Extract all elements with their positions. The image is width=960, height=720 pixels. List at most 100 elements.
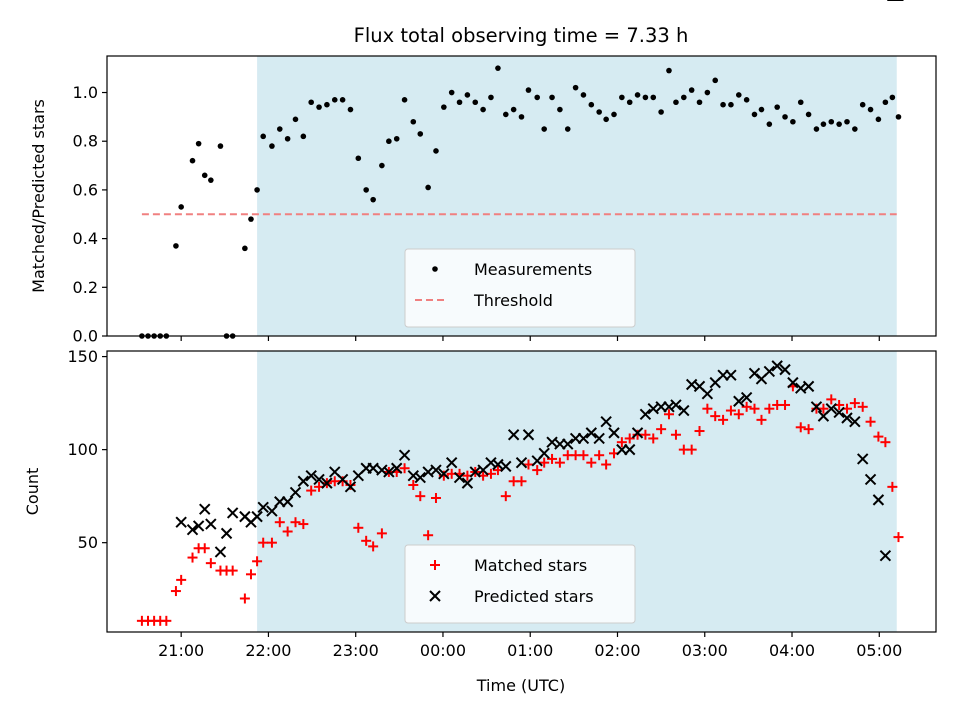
data-point (391, 462, 403, 474)
data-point (472, 99, 479, 106)
y-tick-label: 0.4 (73, 229, 98, 248)
marker-stroke (175, 516, 187, 528)
data-point (852, 126, 858, 132)
data-point (337, 476, 348, 487)
x-tick-label: 03:00 (682, 641, 728, 660)
data-point (810, 401, 823, 413)
marker-stroke (205, 518, 217, 530)
legend: Matched stars Predicted stars (404, 544, 636, 624)
data-point (562, 438, 574, 450)
data-point (601, 459, 612, 470)
data-point (774, 104, 780, 110)
data-point (541, 126, 547, 132)
marker-stroke (383, 466, 395, 478)
data-point (266, 505, 278, 517)
data-point (623, 443, 636, 456)
data-point (220, 527, 233, 540)
marker-stroke (562, 438, 574, 450)
data-point (488, 94, 494, 101)
marker-stroke (281, 496, 294, 508)
data-point (242, 245, 248, 252)
data-point (656, 424, 667, 435)
data-point (554, 457, 565, 468)
data-point (199, 543, 210, 554)
data-point (407, 469, 420, 482)
data-point (518, 114, 525, 120)
data-point (379, 162, 385, 169)
data-point (186, 523, 199, 536)
data-point (522, 429, 535, 441)
marker-stroke (192, 520, 205, 532)
data-point (580, 92, 587, 98)
data-point (795, 422, 806, 433)
data-point (856, 453, 869, 465)
data-point (741, 401, 752, 412)
marker-stroke (787, 376, 799, 389)
data-point (252, 556, 263, 567)
marker-stroke (199, 503, 211, 515)
data-point (430, 464, 442, 476)
data-point (880, 437, 891, 448)
data-point (344, 481, 357, 493)
data-point (456, 99, 463, 106)
data-point (192, 520, 205, 532)
data-point (284, 135, 291, 142)
data-point (616, 437, 627, 448)
data-point (401, 97, 408, 103)
data-point (678, 404, 690, 417)
data-point (254, 187, 260, 193)
y-tick-label: 50 (78, 533, 98, 552)
data-point (461, 477, 474, 489)
data-point (895, 114, 902, 120)
marker-stroke (825, 402, 837, 415)
legend-entry: Threshold (415, 291, 553, 310)
marker-stroke (771, 360, 783, 372)
legend-entry: Measurements (432, 260, 592, 279)
axes-frame (106, 55, 937, 337)
series-predicted-stars (175, 0, 904, 562)
data-point (857, 401, 868, 412)
data-point (889, 94, 896, 101)
data-point (596, 109, 602, 115)
marker-stroke (631, 427, 644, 439)
y-tick-label: 100 (67, 440, 98, 459)
data-point (611, 111, 617, 118)
data-point (619, 94, 625, 101)
marker-stroke (469, 466, 481, 478)
marker-stroke (251, 510, 263, 523)
data-point (875, 116, 882, 123)
marker-stroke (779, 363, 791, 376)
y-tick-label: 0.8 (73, 132, 98, 151)
x-tick-label: 05:00 (856, 641, 902, 660)
data-point (248, 216, 254, 222)
marker-stroke (740, 391, 753, 404)
data-point (733, 409, 744, 420)
data-point (441, 104, 447, 110)
marker-stroke (623, 443, 636, 456)
x-tick-label: 02:00 (594, 641, 640, 660)
data-point (324, 101, 330, 108)
marker-stroke (220, 527, 233, 540)
data-point (539, 457, 550, 468)
marker-stroke (430, 464, 442, 476)
marker-stroke (336, 473, 349, 486)
data-point (673, 99, 679, 106)
data-point (639, 408, 652, 420)
x-tick-label: 00:00 (420, 641, 466, 660)
marker-stroke (186, 523, 199, 536)
marker-stroke (639, 408, 652, 420)
marker-stroke (849, 416, 861, 428)
data-point (859, 101, 866, 108)
marker-stroke (398, 449, 411, 461)
data-point (423, 530, 434, 541)
data-point (173, 243, 179, 249)
marker-stroke (266, 505, 278, 517)
marker-stroke (461, 477, 474, 489)
data-point (725, 405, 736, 416)
data-point (257, 501, 269, 514)
data-point (298, 519, 309, 530)
data-point (864, 473, 877, 486)
data-point (603, 116, 609, 123)
data-point (588, 101, 595, 108)
marker-stroke (733, 395, 745, 407)
